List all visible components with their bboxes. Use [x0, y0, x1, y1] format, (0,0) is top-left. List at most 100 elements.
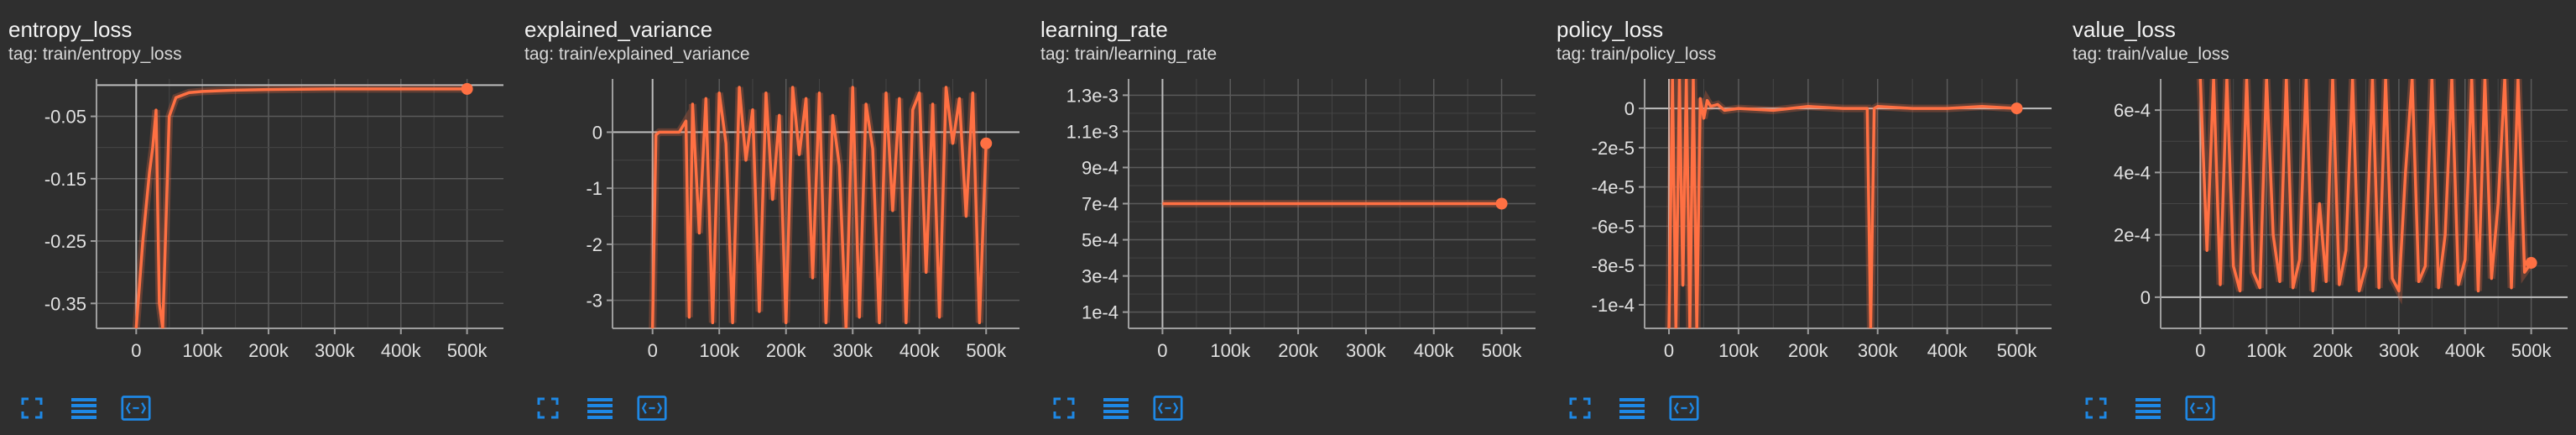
data-table-button[interactable]: [585, 393, 615, 423]
x-tick-label: 200k: [2313, 340, 2354, 361]
x-tick-label: 100k: [699, 340, 740, 361]
fit-domain-button[interactable]: [637, 393, 667, 423]
x-tick-label: 400k: [1927, 340, 1969, 361]
x-tick-label: 100k: [2246, 340, 2287, 361]
y-tick-label: 1.1e-3: [1066, 121, 1119, 142]
series-line: [134, 87, 467, 328]
x-tick-label: 500k: [2511, 340, 2553, 361]
chart-card-entropy-loss: entropy_loss tag: train/entropy_loss 0 10…: [0, 0, 503, 435]
y-tick-label: -0.35: [44, 293, 86, 314]
x-tick-label: 200k: [1788, 340, 1829, 361]
fit-domain-icon: [1669, 396, 1699, 421]
chart-plot-explained-variance[interactable]: 0 100k 200k 300k 400k 500k 0 -1 -2 -3: [516, 72, 1019, 375]
y-tick-label: -6e-5: [1592, 216, 1635, 237]
fullscreen-button[interactable]: [533, 393, 563, 423]
x-tick-label: 500k: [1997, 340, 2038, 361]
data-table-icon: [1103, 398, 1129, 419]
y-tick-label: -0.15: [44, 169, 86, 190]
chart-title: explained_variance: [524, 17, 713, 42]
chart-plot-value-loss[interactable]: 0 100k 200k 300k 400k 500k 6e-4 4e-4 2e-4 0: [2064, 72, 2568, 375]
last-point-marker: [1495, 197, 1508, 210]
data-table-button[interactable]: [1101, 393, 1131, 423]
y-tick-label: -2e-5: [1592, 138, 1635, 159]
y-tick-label: 7e-4: [1082, 194, 1119, 215]
y-tick-label: 3e-4: [1082, 266, 1119, 287]
last-point-marker: [980, 137, 993, 149]
chart-toolbar: [1049, 391, 1183, 425]
last-point-marker: [461, 82, 473, 95]
x-tick-label: 100k: [1210, 340, 1251, 361]
data-table-button[interactable]: [2133, 393, 2163, 423]
fullscreen-icon: [537, 397, 559, 419]
fit-domain-button[interactable]: [2185, 393, 2215, 423]
last-point-marker: [2010, 102, 2023, 115]
chart-plot-entropy-loss[interactable]: 0 100k 200k 300k 400k 500k -0.05 -0.15 -0.25 -0.3…: [0, 72, 503, 375]
data-table-icon: [587, 398, 613, 419]
chart-title: learning_rate: [1040, 17, 1168, 42]
x-tick-label: 400k: [1414, 340, 1455, 361]
y-tick-label: 2e-4: [2114, 225, 2151, 246]
y-tick-label: -0.05: [44, 107, 86, 128]
x-tick-label: 100k: [182, 340, 223, 361]
y-tick-label: 4e-4: [2114, 162, 2151, 183]
fullscreen-icon: [1053, 397, 1075, 419]
fit-domain-icon: [1153, 396, 1183, 421]
y-tick-label: 5e-4: [1082, 230, 1119, 251]
series-line: [650, 86, 988, 328]
chart-tag: tag: train/explained_variance: [524, 45, 750, 64]
chart-plot-policy-loss[interactable]: 0 100k 200k 300k 400k 500k 0 -2e-5 -4e-5 -6e-5 -8e…: [1548, 72, 2052, 375]
chart-title: entropy_loss: [8, 17, 133, 42]
y-tick-label: 0: [2141, 287, 2151, 308]
fit-domain-icon: [2185, 396, 2215, 421]
chart-tag: tag: train/policy_loss: [1557, 45, 1717, 64]
x-tick-label: 500k: [966, 340, 1007, 361]
chart-tag: tag: train/entropy_loss: [8, 45, 182, 64]
x-tick-label: 400k: [900, 340, 941, 361]
x-tick-label: 400k: [2445, 340, 2486, 361]
series-line: [2198, 79, 2533, 293]
x-tick-label: 200k: [1278, 340, 1319, 361]
y-tick-label: 0: [1624, 98, 1635, 119]
fullscreen-button[interactable]: [1565, 393, 1595, 423]
x-tick-label: 300k: [1346, 340, 1387, 361]
x-tick-label: 300k: [315, 340, 356, 361]
x-tick-label: 0: [1157, 340, 1167, 361]
chart-card-explained-variance: explained_variance tag: train/explained_…: [516, 0, 1019, 435]
chart-title: policy_loss: [1557, 17, 1664, 42]
chart-title: value_loss: [2073, 17, 2176, 42]
y-tick-label: 1e-4: [1082, 302, 1119, 323]
data-table-icon: [1619, 398, 1645, 419]
y-tick-label: 9e-4: [1082, 157, 1119, 178]
chart-plot-learning-rate[interactable]: 0 100k 200k 300k 400k 500k 1.3e-3 1.1e-3 9e-4 7e-…: [1032, 72, 1536, 375]
chart-toolbar: [2081, 391, 2215, 425]
y-tick-label: -8e-5: [1592, 255, 1635, 276]
data-table-icon: [71, 398, 96, 419]
fullscreen-button[interactable]: [17, 393, 47, 423]
y-tick-label: 6e-4: [2114, 100, 2151, 121]
fullscreen-icon: [21, 397, 43, 419]
fullscreen-button[interactable]: [1049, 393, 1079, 423]
last-point-marker: [2525, 257, 2537, 270]
x-tick-label: 0: [131, 340, 141, 361]
x-tick-label: 100k: [1718, 340, 1760, 361]
fit-domain-button[interactable]: [1153, 393, 1183, 423]
fit-domain-icon: [121, 396, 151, 421]
y-tick-label: -4e-5: [1592, 177, 1635, 198]
fullscreen-button[interactable]: [2081, 393, 2111, 423]
y-tick-label: -1: [586, 178, 602, 199]
chart-toolbar: [533, 391, 667, 425]
x-tick-label: 500k: [1482, 340, 1523, 361]
fit-domain-button[interactable]: [1669, 393, 1699, 423]
chart-card-policy-loss: policy_loss tag: train/policy_loss 0 100k…: [1548, 0, 2052, 435]
data-table-button[interactable]: [69, 393, 99, 423]
data-table-button[interactable]: [1617, 393, 1647, 423]
x-tick-label: 0: [2195, 340, 2205, 361]
x-tick-label: 300k: [1858, 340, 1899, 361]
data-table-icon: [2135, 398, 2161, 419]
series-line: [1667, 79, 2017, 328]
y-tick-label: -1e-4: [1592, 295, 1635, 316]
chart-card-learning-rate: learning_rate tag: train/learning_rate 0…: [1032, 0, 1536, 435]
fit-domain-button[interactable]: [121, 393, 151, 423]
x-tick-label: 300k: [2379, 340, 2420, 361]
x-tick-label: 200k: [766, 340, 807, 361]
